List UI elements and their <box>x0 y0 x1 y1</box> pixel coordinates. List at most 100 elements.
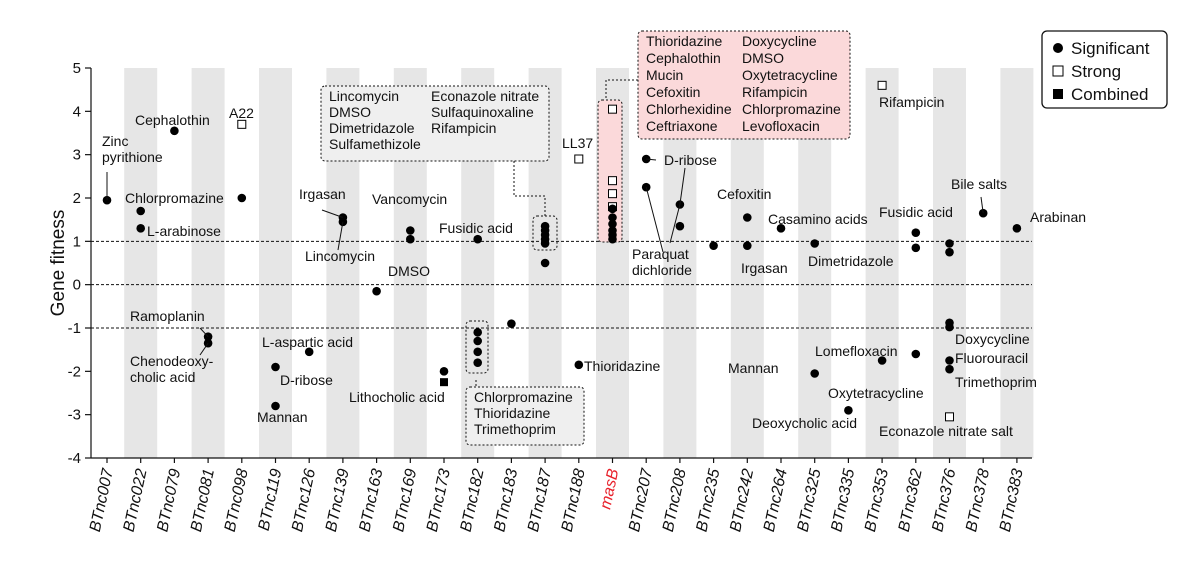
data-point-significant <box>406 234 415 244</box>
x-tick-label: BTnc126 <box>289 467 319 533</box>
y-tick-label: 4 <box>73 103 81 120</box>
shared-point-label: Paraquat dichloride <box>632 246 692 278</box>
annotation-item: Sulfaquinoxaline <box>431 104 534 120</box>
data-point-significant <box>271 362 280 372</box>
data-point-significant <box>911 228 921 237</box>
y-tick-label: -1 <box>68 320 81 337</box>
data-point-strong <box>608 189 617 199</box>
x-tick-label: BTnc079 <box>154 467 184 533</box>
annotation-box <box>637 30 851 140</box>
point-label: Deoxycholic acid <box>752 415 857 431</box>
point-label: Irgasan <box>741 260 788 276</box>
legend-label: Strong <box>1071 62 1121 81</box>
x-tick-label: BTnc207 <box>626 466 656 533</box>
point-label: Lithocholic acid <box>349 389 445 405</box>
x-tick-label: BTnc119 <box>256 467 286 532</box>
annotation-item: Sulfamethizole <box>329 136 421 152</box>
y-tick-label: 5 <box>73 60 81 77</box>
data-point-significant <box>507 319 516 328</box>
x-tick-label: BTnc007 <box>87 466 117 533</box>
data-point-significant <box>877 356 887 365</box>
y-tick-label: -2 <box>68 363 81 380</box>
annotation-item: Cefoxitin <box>646 84 700 100</box>
data-point-combined <box>440 378 448 387</box>
point-label: Bile salts <box>951 176 1007 192</box>
point-label: Chenodeoxy-cholic acid <box>130 353 214 385</box>
data-point-significant <box>608 234 617 244</box>
x-tick-label: BTnc098 <box>222 467 252 533</box>
data-point-significant <box>911 349 921 359</box>
data-point-significant <box>473 347 483 357</box>
data-point-significant <box>844 406 853 415</box>
data-point-significant <box>372 286 381 296</box>
data-point-strong <box>945 412 954 422</box>
x-tick-label: BTnc353 <box>862 467 892 533</box>
point-label: Arabinan <box>1030 209 1086 225</box>
annotation-item: Rifampicin <box>431 120 496 136</box>
legend-box <box>1041 30 1168 109</box>
x-tick-label: BTnc335 <box>828 467 858 533</box>
annotation-item: Mucin <box>646 67 683 83</box>
data-point-significant <box>709 241 718 250</box>
annotation-item: DMSO <box>329 104 371 120</box>
column-band <box>933 68 966 458</box>
data-point-significant <box>473 336 483 346</box>
data-point-significant <box>136 206 145 216</box>
x-tick-label: BTnc378 <box>963 467 993 533</box>
data-point-significant <box>675 221 685 231</box>
point-label: Dimetridazole <box>808 253 894 269</box>
data-point-significant <box>945 247 954 257</box>
y-axis-title: Gene fitness <box>48 210 69 317</box>
label-leader <box>980 196 984 214</box>
y-tick-label: 0 <box>73 277 81 294</box>
x-tick-label: BTnc173 <box>424 467 454 533</box>
x-tick-label: BTnc081 <box>188 467 218 533</box>
annotation-item: Econazole nitrate <box>431 88 539 104</box>
label-leader <box>199 327 209 338</box>
point-label: Irgasan <box>299 186 346 202</box>
data-point-significant <box>473 328 483 337</box>
data-point-significant <box>776 224 786 233</box>
data-point-significant <box>1012 224 1022 233</box>
point-label: Fluorouracil <box>955 350 1028 366</box>
legend-label: Significant <box>1071 39 1150 58</box>
y-tick-label: -3 <box>68 407 81 424</box>
data-point-significant <box>540 258 550 268</box>
data-point-significant <box>304 347 314 357</box>
data-point-significant <box>574 360 584 370</box>
column-band <box>191 68 225 458</box>
point-label: L-aspartic acid <box>262 334 353 350</box>
annotation-item: Chlorpromazine <box>742 101 841 117</box>
data-point-significant <box>136 224 145 233</box>
point-label: A22 <box>229 105 254 121</box>
point-label: D-ribose <box>664 152 717 168</box>
legend: Significant Strong Combined <box>1041 30 1168 109</box>
point-label: Chlorpromazine <box>125 190 224 206</box>
annotation-item: Dimetridazole <box>329 120 415 136</box>
x-tick-label: BTnc383 <box>997 467 1027 533</box>
point-label: L-arabinose <box>147 223 221 239</box>
data-point-significant <box>743 213 752 222</box>
data-point-strong <box>877 80 887 90</box>
point-label: Ramoplanin <box>130 308 205 324</box>
point-group-outline <box>465 320 489 374</box>
annotation-item: Rifampicin <box>742 84 807 100</box>
annotation-item: Chlorpromazine <box>474 389 573 405</box>
x-tick-label: BTnc139 <box>323 467 353 533</box>
data-point-strong <box>237 119 247 129</box>
annotation-box <box>465 386 585 446</box>
annotation-leader <box>513 161 546 216</box>
point-label: D-ribose <box>280 372 333 388</box>
x-tick-label: BTnc208 <box>660 467 690 533</box>
annotation-item: Trimethoprim <box>474 421 556 437</box>
x-tick-label: BTnc188 <box>559 467 589 533</box>
data-point-strong <box>608 104 617 114</box>
data-point-strong <box>574 154 584 164</box>
annotation-item: Thioridazine <box>646 33 722 49</box>
label-leader <box>645 187 664 253</box>
legend-marker-strong <box>1052 65 1064 77</box>
data-point-strong <box>608 176 617 186</box>
label-leader <box>679 167 686 205</box>
point-label: Zinc pyrithione <box>102 133 163 165</box>
